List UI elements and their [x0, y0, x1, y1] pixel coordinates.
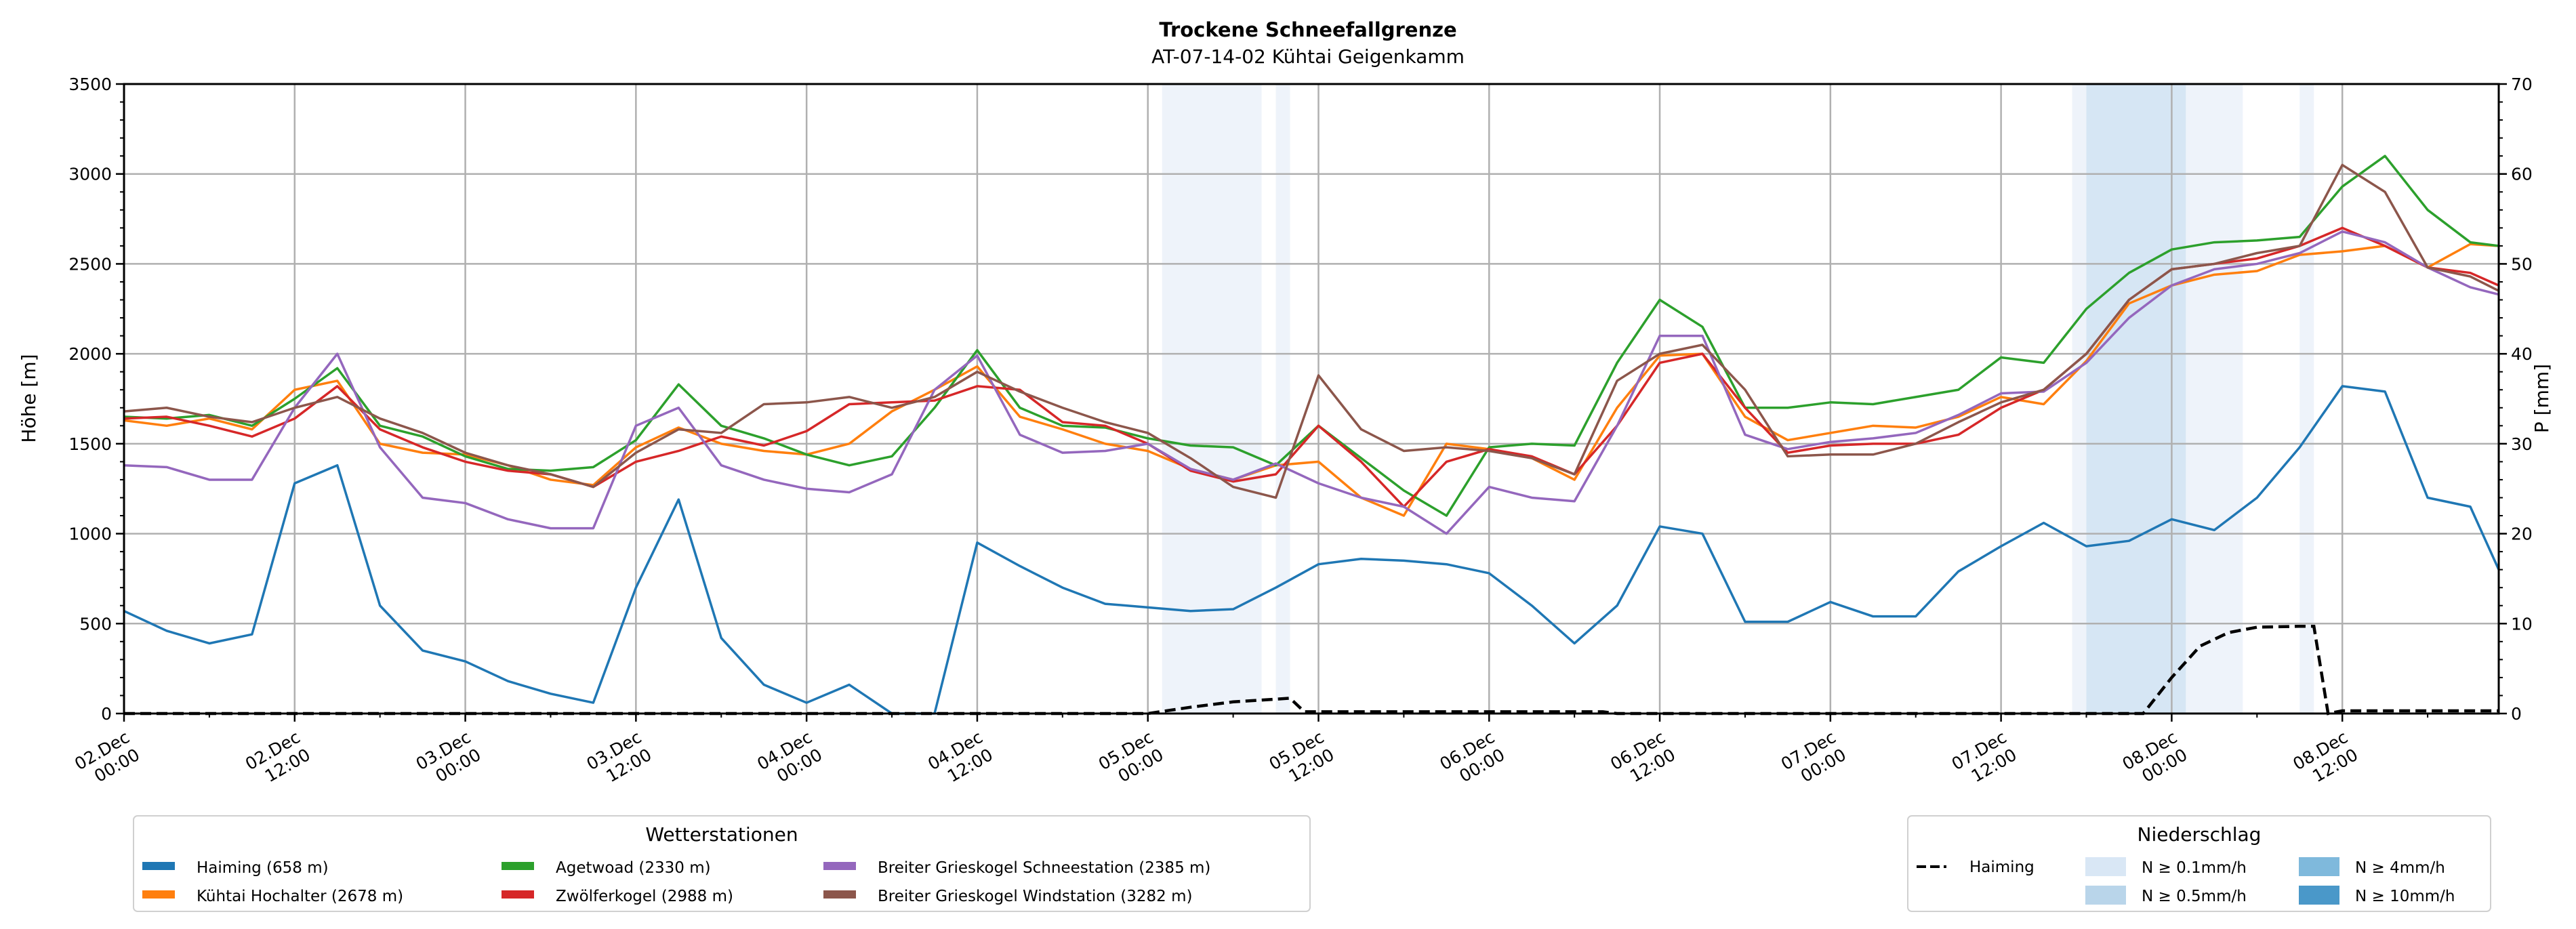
legend-precip-swatch	[2299, 886, 2339, 905]
legend-label: Breiter Grieskogel Schneestation (2385 m…	[878, 859, 1210, 877]
y-axis-right-label: P [mm]	[2531, 364, 2553, 433]
legend-label: Zwölferkogel (2988 m)	[556, 888, 733, 905]
legend-label: Breiter Grieskogel Windstation (3282 m)	[878, 888, 1193, 905]
y-tick-label: 3000	[68, 165, 112, 184]
legend-precip-swatch	[2085, 886, 2126, 905]
legend-precipitation: Niederschlag Haiming N ≥ 0.1mm/h N ≥ 0.5m…	[1907, 815, 2491, 912]
y-right-tick-label: 70	[2511, 75, 2533, 94]
legend-swatch	[502, 890, 534, 899]
precip-band	[1275, 84, 1290, 714]
y-axis-label: Höhe [m]	[18, 354, 40, 442]
precip-band	[1162, 84, 1262, 714]
precip-band	[2299, 84, 2314, 714]
legend-precip-label: N ≥ 0.1mm/h	[2142, 859, 2247, 877]
legend-precip-label: N ≥ 0.5mm/h	[2142, 888, 2247, 905]
legend-stations-title: Wetterstationen	[645, 823, 798, 846]
legend-label: Haiming (658 m)	[197, 859, 329, 877]
legend-precip-line-label: Haiming	[1969, 859, 2035, 876]
precip-bands	[1162, 84, 2314, 714]
y-tick-label: 2000	[68, 344, 112, 364]
chart-subtitle: AT-07-14-02 Kühtai Geigenkamm	[1151, 45, 1465, 68]
y-tick-label: 3500	[68, 75, 112, 94]
legend-precip-label: N ≥ 10mm/h	[2355, 888, 2455, 905]
legend-precip-label: N ≥ 4mm/h	[2355, 859, 2445, 877]
y-tick-label: 2500	[68, 254, 112, 274]
precip-band	[2186, 84, 2243, 714]
legend-swatch	[823, 890, 856, 899]
plot-frame	[123, 83, 2500, 715]
y-right-tick-label: 20	[2511, 524, 2533, 544]
legend-label: Agetwoad (2330 m)	[556, 859, 711, 877]
y-right-tick-label: 40	[2511, 344, 2533, 364]
legend-precip-swatch	[2299, 857, 2339, 876]
precip-band	[2086, 84, 2186, 714]
y-tick-label: 500	[79, 614, 112, 634]
series-line	[123, 230, 2499, 535]
legend-swatch	[823, 862, 856, 870]
legend-swatch	[502, 862, 534, 870]
legend-label: Kühtai Hochalter (2678 m)	[197, 888, 403, 905]
legend-swatch	[142, 862, 175, 870]
y-right-tick-label: 50	[2511, 254, 2533, 274]
series-line	[123, 163, 2499, 499]
y-tick-label: 1500	[68, 434, 112, 454]
y-tick-label: 1000	[68, 524, 112, 544]
y-right-tick-label: 30	[2511, 434, 2533, 454]
legend-precip-title: Niederschlag	[2138, 823, 2262, 846]
y-right-tick-label: 10	[2511, 614, 2533, 634]
legend-precip-swatch	[2085, 857, 2126, 876]
y-right-tick-label: 60	[2511, 165, 2533, 184]
series-lines	[123, 154, 2500, 716]
legend-swatch	[142, 890, 175, 899]
series-line	[123, 385, 2500, 715]
y-right-tick-label: 0	[2511, 704, 2522, 724]
y-tick-label: 0	[101, 704, 112, 724]
legend-stations: Wetterstationen Haiming (658 m) Kühtai Ho…	[133, 815, 1311, 912]
chart-title: Trockene Schneefallgrenze	[1159, 18, 1456, 41]
precip-band	[2072, 84, 2087, 714]
